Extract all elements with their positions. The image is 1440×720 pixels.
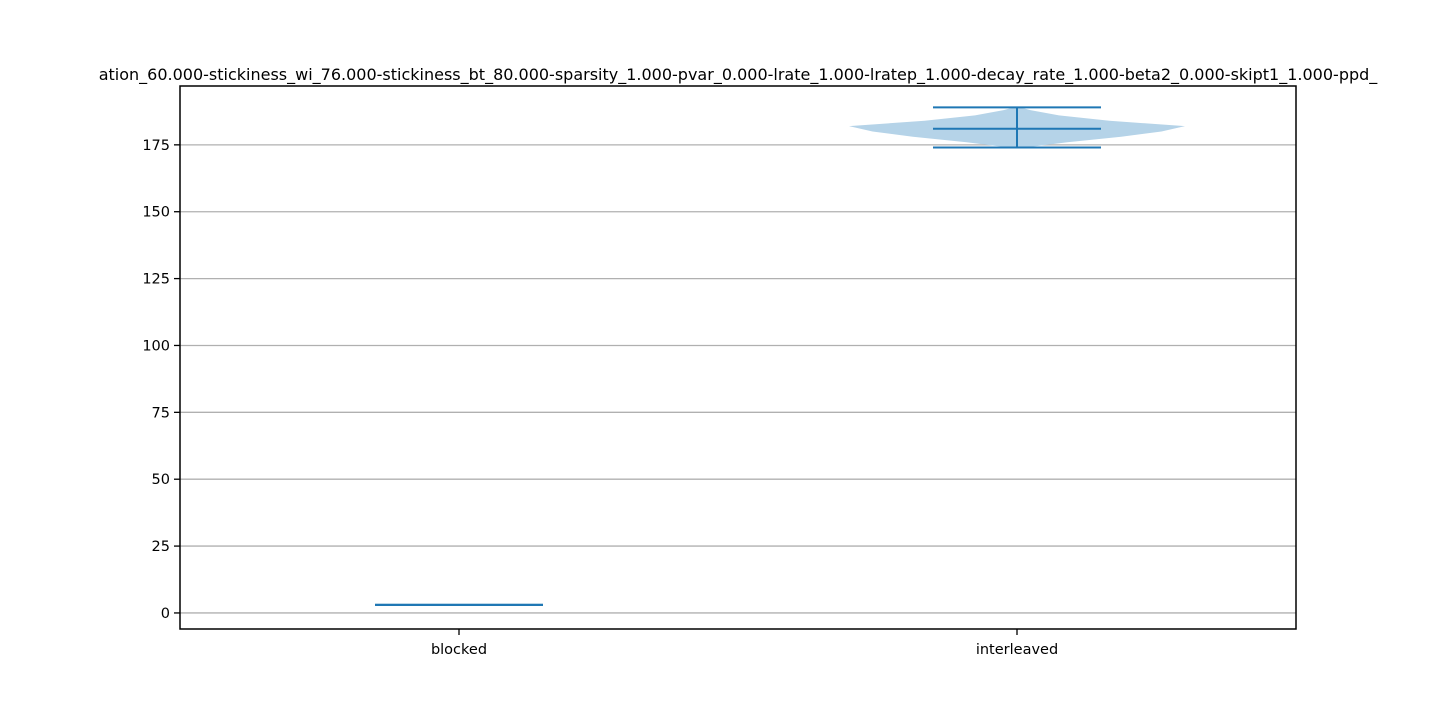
x-tick-label: blocked bbox=[431, 642, 487, 658]
y-tick-label: 125 bbox=[142, 272, 170, 288]
y-tick-label: 100 bbox=[142, 338, 170, 354]
y-tick-label: 25 bbox=[152, 539, 170, 555]
chart-title: ation_60.000-stickiness_wi_76.000-sticki… bbox=[99, 65, 1379, 85]
y-tick-label: 175 bbox=[142, 138, 170, 154]
plot-frame bbox=[179, 85, 1297, 630]
y-axis: 0 25 50 75 100 125 150 175 bbox=[142, 138, 180, 622]
x-axis: blocked interleaved bbox=[431, 629, 1058, 658]
violin-interleaved bbox=[849, 106, 1185, 149]
y-tick-label: 50 bbox=[152, 472, 170, 488]
y-tick-label: 75 bbox=[152, 405, 170, 421]
y-tick-label: 0 bbox=[161, 606, 170, 622]
grid-lines bbox=[180, 144, 1296, 614]
violins bbox=[375, 106, 1185, 606]
x-tick-label: interleaved bbox=[976, 642, 1058, 658]
y-tick-label: 150 bbox=[142, 205, 170, 221]
